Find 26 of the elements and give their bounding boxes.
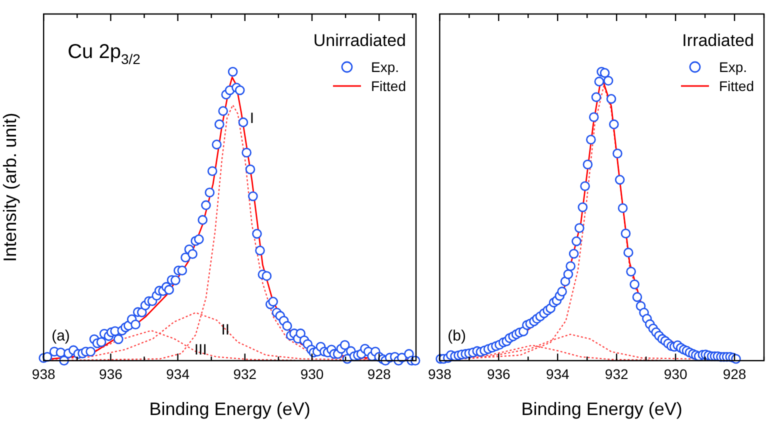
x-tick-label: 930 <box>300 366 324 382</box>
x-tick-label: 934 <box>166 366 190 382</box>
legend-title: Unirradiated <box>313 31 406 50</box>
y-axis-title: Intensity (arb. unit) <box>0 112 20 262</box>
x-tick-label: 932 <box>604 366 628 382</box>
annotation: (a) <box>52 328 70 345</box>
x-tick-label: 932 <box>233 366 257 382</box>
x-tick-label: 938 <box>428 366 452 382</box>
legend-label: Fitted <box>370 78 406 94</box>
x-tick-label: 938 <box>32 366 56 382</box>
legend-label: Exp. <box>718 59 747 75</box>
legend-label: Exp. <box>370 59 399 75</box>
x-tick-label: 928 <box>722 366 746 382</box>
legend-title: Irradiated <box>682 31 754 50</box>
x-tick-label: 928 <box>367 366 391 382</box>
x-tick-label: 934 <box>546 366 570 382</box>
x-axis-title: Binding Energy (eV) <box>149 399 310 420</box>
x-tick-label: 936 <box>99 366 123 382</box>
annotation: II <box>221 321 230 338</box>
legend-label: Fitted <box>718 78 754 94</box>
x-tick-label: 930 <box>664 366 688 382</box>
annotation: (b) <box>448 328 466 345</box>
x-tick-label: 936 <box>486 366 511 382</box>
x-axis-title: Binding Energy (eV) <box>521 399 682 420</box>
annotation: III <box>194 342 207 359</box>
annotation: I <box>250 110 254 127</box>
